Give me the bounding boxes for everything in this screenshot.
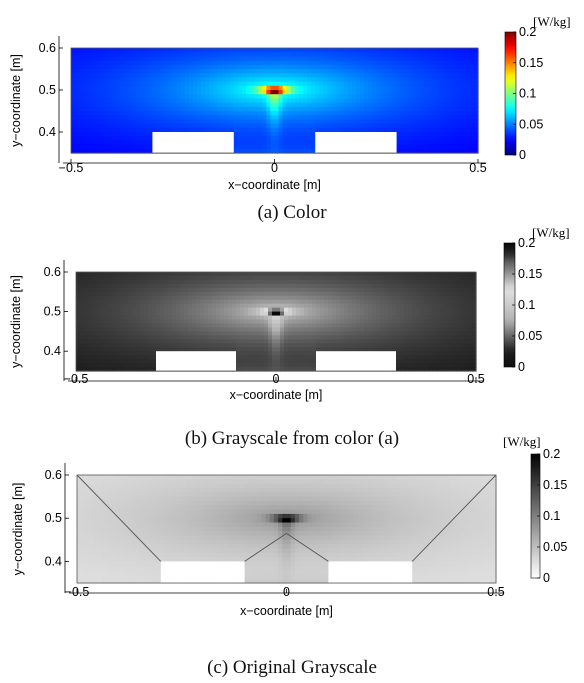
x-tick-label: 0.5 xyxy=(469,161,486,175)
caption-a: (a) Color xyxy=(257,202,327,223)
colorbar-tick-label: 0.15 xyxy=(519,56,543,70)
y-axis-label: y−coordinate [m] xyxy=(11,483,25,576)
caption-b: (b) Grayscale from color (a) xyxy=(184,428,400,449)
y-axis-label: y−coordinate [m] xyxy=(9,275,23,368)
y-tick-label: 0.5 xyxy=(39,83,56,97)
x-tick-label: 0.5 xyxy=(487,585,504,599)
colorbar-tick-label: 0.05 xyxy=(543,540,567,554)
colorbar-tick-label: 0.15 xyxy=(518,267,542,281)
x-tick-label: −0.5 xyxy=(59,161,84,175)
obstacle-1 xyxy=(152,132,234,153)
colorbar-unit: [W/kg] xyxy=(532,228,570,240)
chart-a: −0.5 0 0.5 0.4 0.5 0.6 x−coordinate [m] y−coord… xyxy=(9,14,571,192)
panel-a: −0.5 0 0.5 0.4 0.5 0.6 x−coordinate [m] y−coord… xyxy=(0,0,584,200)
x-tick-label: 0 xyxy=(273,372,280,386)
y-tick-label: 0.6 xyxy=(39,41,56,55)
x-axis-label: x−coordinate [m] xyxy=(228,178,321,192)
colorbar-tick-label: 0 xyxy=(519,148,526,162)
y-tick-label: 0.6 xyxy=(44,265,61,279)
heatmap-cells xyxy=(77,475,497,584)
colorbar-tick-label: 0.1 xyxy=(518,298,535,312)
x-tick-label: 0.5 xyxy=(467,372,484,386)
obstacle-1 xyxy=(156,351,236,371)
y-tick-label: 0.4 xyxy=(44,344,61,358)
boundary-lines xyxy=(76,474,497,562)
plot-frame xyxy=(75,271,477,372)
panel-c: −0.5 0 0.5 0.4 0.5 0.6 x−coordinate [m] y−coord… xyxy=(0,434,584,652)
heatmap-cells xyxy=(76,272,477,372)
y-tick-label: 0.6 xyxy=(45,468,62,482)
x-tick-label: 0 xyxy=(271,161,278,175)
colorbar-tick-label: 0.1 xyxy=(519,87,536,101)
x-axis-label: x−coordinate [m] xyxy=(230,388,323,402)
colorbar-tick-label: 0.2 xyxy=(519,25,536,39)
x-axis-label: x−coordinate [m] xyxy=(240,604,333,618)
colorbar-tick-label: 0.2 xyxy=(518,236,535,250)
x-tick-label: −0.5 xyxy=(65,585,90,599)
colorbar-unit: [W/kg] xyxy=(503,434,541,449)
y-tick-label: 0.4 xyxy=(45,554,62,568)
colorbar-tick-label: 0.05 xyxy=(519,117,543,131)
colorbar-tick-label: 0.1 xyxy=(543,509,560,523)
caption-c: (c) Original Grayscale xyxy=(207,657,377,678)
obstacle-2 xyxy=(316,351,396,371)
y-tick-label: 0.5 xyxy=(44,305,61,319)
obstacle-1 xyxy=(160,561,245,583)
y-axis-label: y−coordinate [m] xyxy=(9,54,23,147)
chart-b: −0.5 0 0.5 0.4 0.5 0.6 x−coordinate [m] y−coord… xyxy=(9,228,570,402)
y-tick-label: 0.5 xyxy=(45,511,62,525)
heatmap-cells xyxy=(71,48,479,154)
obstacle-2 xyxy=(315,132,397,153)
y-tick-label: 0.4 xyxy=(39,125,56,139)
panel-b: −0.5 0 0.5 0.4 0.5 0.6 x−coordinate [m] y−coord… xyxy=(0,228,584,424)
colorbar-tick-label: 0 xyxy=(518,360,525,374)
colorbar-unit: [W/kg] xyxy=(533,14,571,29)
colorbar-tick-label: 0 xyxy=(543,571,550,585)
colorbar-tick-label: 0.2 xyxy=(543,447,560,461)
chart-c: −0.5 0 0.5 0.4 0.5 0.6 x−coordinate [m] y−coord… xyxy=(11,434,567,618)
x-tick-label: −0.5 xyxy=(64,372,89,386)
plot-frame xyxy=(76,474,497,584)
plot-frame xyxy=(70,47,479,154)
colorbar-tick-label: 0.15 xyxy=(543,478,567,492)
obstacle-2 xyxy=(328,561,413,583)
colorbar-tick-label: 0.05 xyxy=(518,329,542,343)
x-tick-label: 0 xyxy=(283,585,290,599)
